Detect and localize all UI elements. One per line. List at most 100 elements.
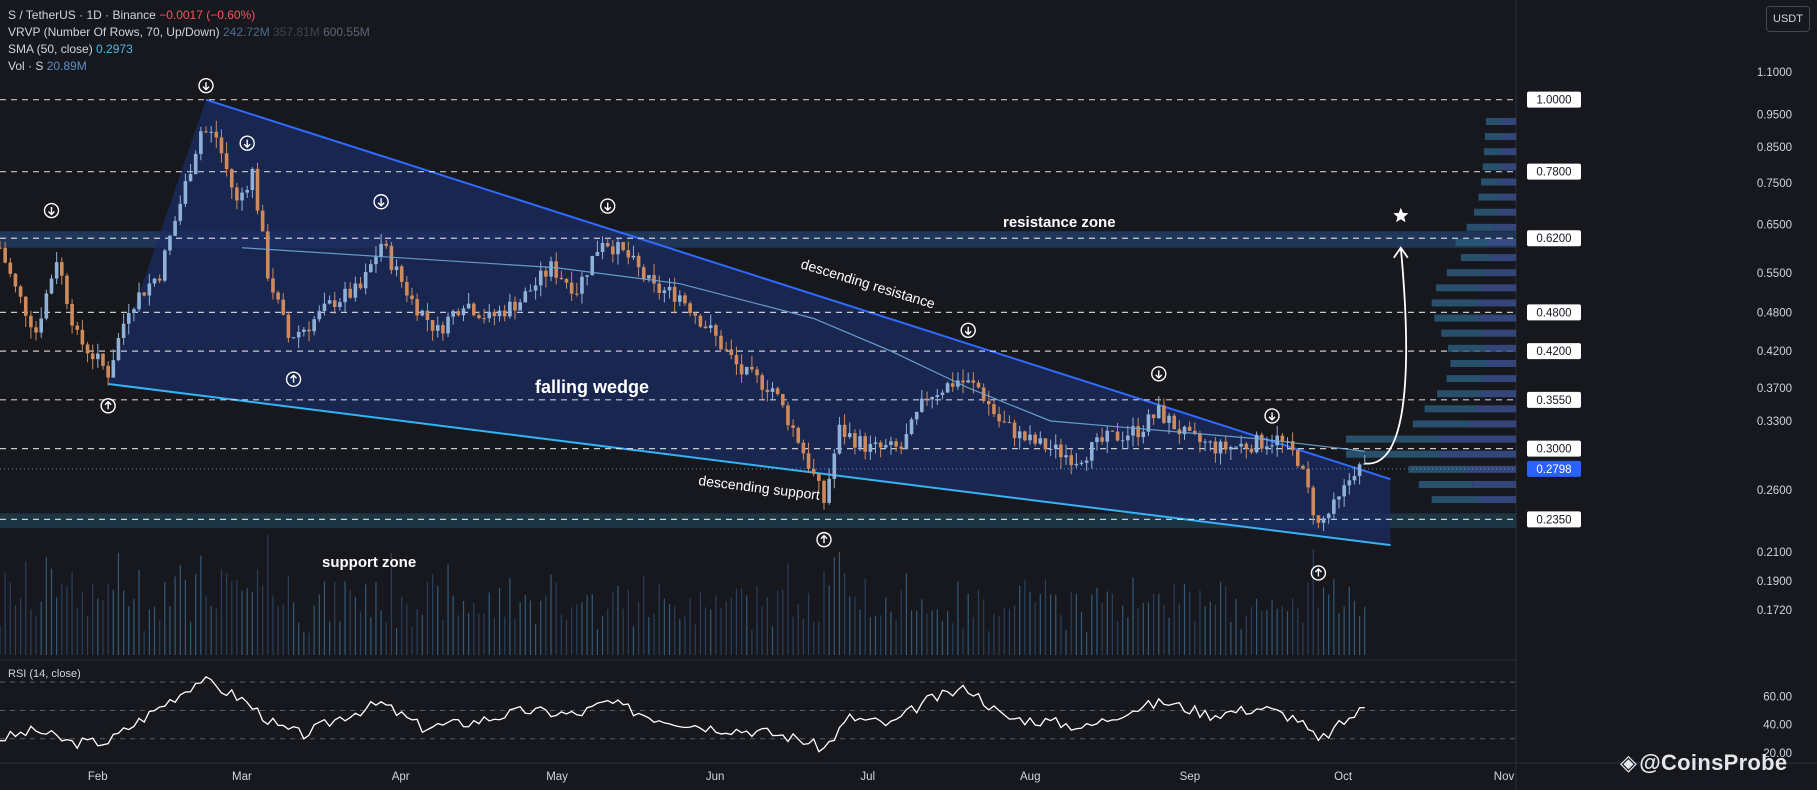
candle-body[interactable] [585,275,589,277]
candle-body[interactable] [950,383,955,387]
candle-body[interactable] [291,337,296,339]
candle-body[interactable] [806,453,811,469]
candle-body[interactable] [209,131,213,133]
candle-body[interactable] [1110,430,1115,432]
candle-body[interactable] [1332,499,1336,514]
level-price-tag[interactable] [1527,163,1581,180]
candle-body[interactable] [193,153,198,175]
sma-50-line[interactable] [242,247,1365,452]
candle-body[interactable] [755,369,759,376]
candle-body[interactable] [971,380,976,383]
candle-body[interactable] [744,366,749,375]
candle-body[interactable] [1172,415,1176,430]
candle-body[interactable] [1357,464,1362,476]
candle-body[interactable] [714,325,718,336]
candle-body[interactable] [101,353,105,366]
swing-low-arrow-icon[interactable] [100,398,116,414]
candle-body[interactable] [224,153,229,170]
swing-high-arrow-icon[interactable] [198,77,214,94]
candle-body[interactable] [956,380,960,387]
candle-body[interactable] [18,286,23,297]
level-price-tag[interactable] [1527,304,1581,321]
candle-body[interactable] [508,301,512,317]
candle-body[interactable] [204,131,208,133]
candle-body[interactable] [1296,450,1300,466]
candle-body[interactable] [322,303,327,312]
candle-body[interactable] [312,319,316,332]
candle-body[interactable] [559,277,564,280]
candle-body[interactable] [976,382,981,388]
candle-body[interactable] [837,424,842,454]
candle-body[interactable] [1141,431,1146,438]
candle-body[interactable] [626,250,631,258]
candle-body[interactable] [575,293,579,295]
candle-body[interactable] [796,427,801,443]
candle-body[interactable] [1023,431,1027,441]
candle-body[interactable] [1280,435,1285,442]
candle-body[interactable] [1311,487,1316,516]
candle-body[interactable] [472,303,476,316]
candle-body[interactable] [8,262,13,274]
candle-body[interactable] [466,303,471,309]
candle-body[interactable] [688,303,692,314]
candle-body[interactable] [260,210,265,232]
candle-body[interactable] [379,243,383,257]
candle-body[interactable] [611,246,615,255]
candle-body[interactable] [791,425,795,428]
candle-body[interactable] [657,283,661,294]
swing-low-arrow-icon[interactable] [285,371,302,387]
candle-body[interactable] [817,473,821,481]
candle-body[interactable] [374,256,378,265]
candle-body[interactable] [904,434,909,449]
candle-body[interactable] [878,442,883,448]
candle-body[interactable] [569,282,574,294]
candle-body[interactable] [1301,465,1305,469]
candle-body[interactable] [70,303,74,326]
candle-body[interactable] [1115,431,1120,441]
candle-body[interactable] [441,325,445,334]
candle-body[interactable] [214,131,219,138]
candle-body[interactable] [1193,430,1197,434]
candle-body[interactable] [307,329,311,332]
candle-body[interactable] [492,311,497,317]
candle-body[interactable] [997,414,1001,422]
candle-body[interactable] [662,290,667,294]
candle-body[interactable] [708,325,713,329]
candle-body[interactable] [564,279,569,283]
candle-body[interactable] [389,245,394,271]
candle-body[interactable] [693,313,698,316]
candle-body[interactable] [1084,460,1089,463]
candle-body[interactable] [65,275,69,304]
candle-body[interactable] [1120,440,1125,442]
candle-body[interactable] [1290,441,1295,451]
candle-body[interactable] [142,292,146,296]
candle-body[interactable] [461,308,466,316]
candle-body[interactable] [1048,448,1053,450]
candle-body[interactable] [126,313,131,324]
candle-body[interactable] [966,380,970,383]
candle-body[interactable] [786,405,790,426]
candle-body[interactable] [894,441,898,447]
candle-body[interactable] [245,190,249,193]
candle-body[interactable] [580,276,584,294]
candle-body[interactable] [636,255,641,268]
candle-body[interactable] [760,375,764,390]
swing-high-arrow-icon[interactable] [1264,408,1280,424]
candle-body[interactable] [621,242,625,251]
candle-body[interactable] [961,380,965,383]
candle-body[interactable] [647,275,651,279]
candle-body[interactable] [801,442,806,454]
candle-body[interactable] [487,311,492,319]
candle-body[interactable] [446,316,450,334]
candle-body[interactable] [266,231,270,279]
candle-body[interactable] [1028,434,1032,441]
candle-body[interactable] [477,315,481,319]
candle-body[interactable] [39,318,43,333]
candle-body[interactable] [683,295,687,304]
candle-body[interactable] [456,311,461,316]
candle-body[interactable] [889,441,893,446]
candle-body[interactable] [327,300,332,304]
candle-body[interactable] [111,360,116,378]
candle-body[interactable] [75,325,80,330]
